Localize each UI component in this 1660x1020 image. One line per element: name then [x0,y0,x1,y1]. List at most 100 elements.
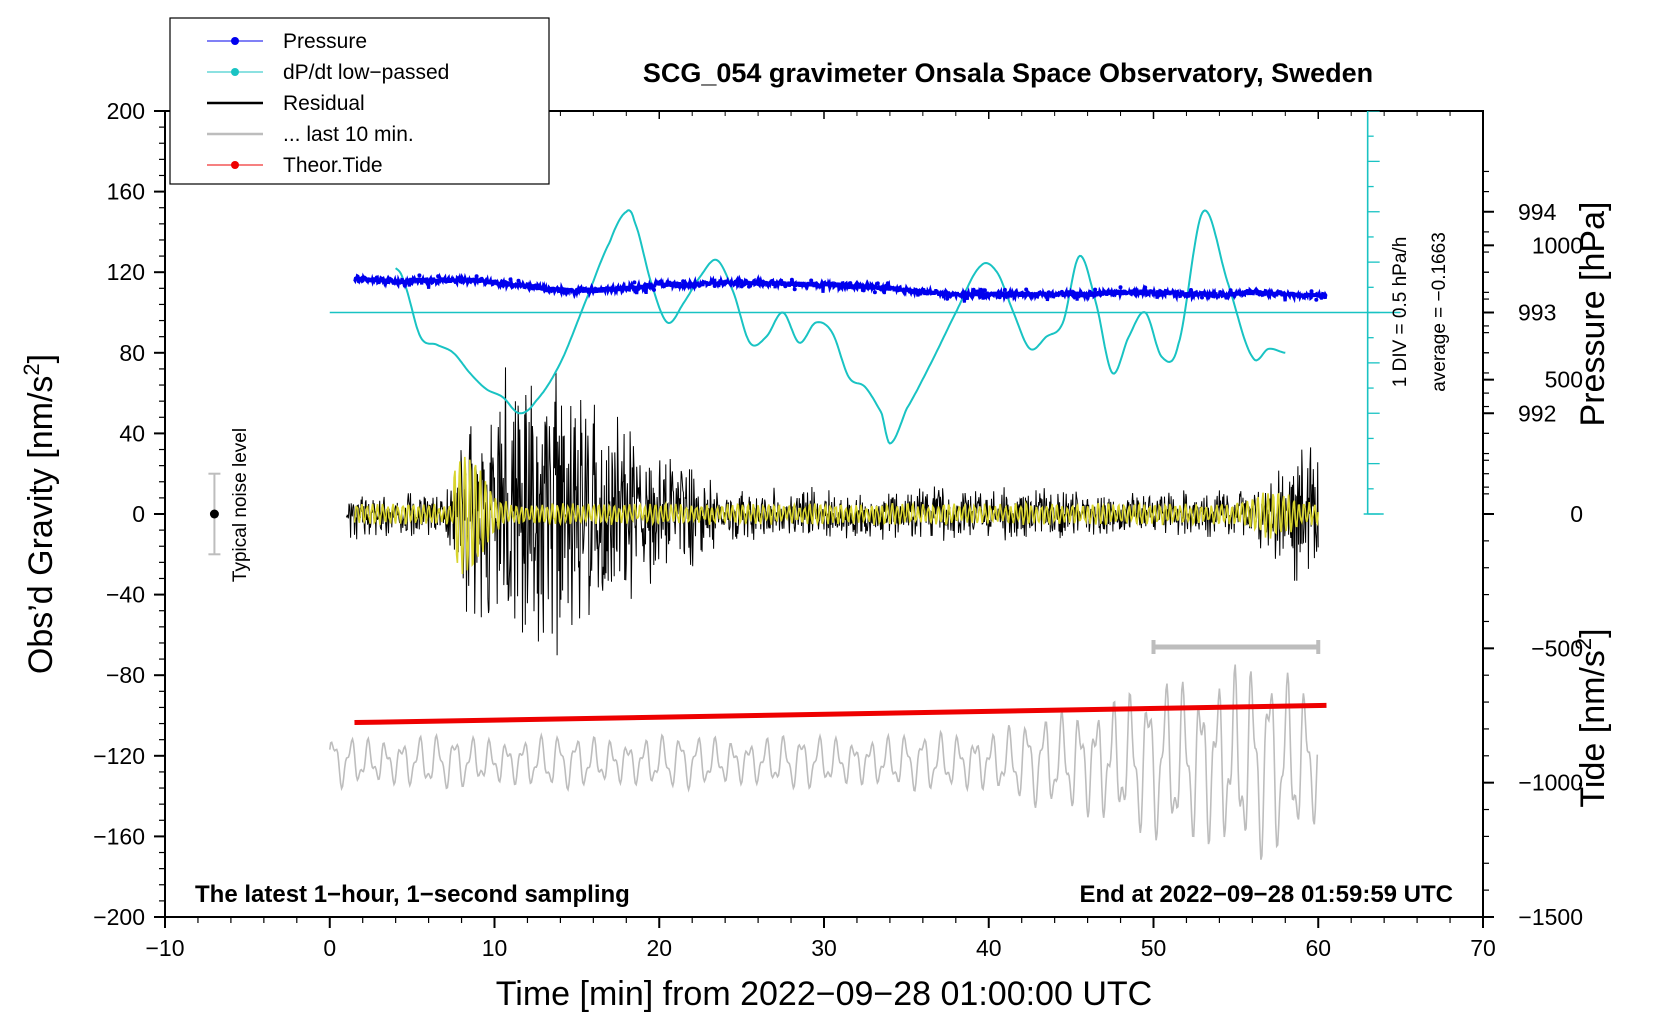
pressure-point [982,295,987,300]
pressure-point [739,284,744,289]
legend-marker [231,68,239,76]
pressure-point [872,290,877,295]
y-axis-title-tide-end: ] [1574,628,1612,637]
y-axis-title-left-end: ] [22,354,60,363]
pressure-point [1122,289,1127,294]
pressure-point [356,279,361,284]
pressure-point [402,283,407,288]
residual-filtered-line [353,456,1319,575]
y-tick-label: 120 [107,259,145,285]
pressure-point [562,290,567,295]
legend-label: dP/dt low−passed [283,61,449,84]
y-axis-title-tide: Tide [nm/s2] [1571,628,1612,807]
pressure-point [1309,289,1314,294]
pressure-tick-label: 992 [1518,400,1556,426]
pressure-point [982,288,987,293]
pressure-point [1245,289,1250,293]
pressure-tick-label: 994 [1518,199,1557,225]
pressure-point [945,296,950,301]
pressure-point [739,279,744,284]
pressure-point [681,279,686,284]
pressure-point [1093,287,1098,292]
ddt-scale-note: 1 DIV = 0.5 hPa/h [1390,237,1411,388]
plot-content [208,111,1401,860]
pressure-point [1024,287,1029,292]
pressure-point [439,278,444,283]
pressure-series [353,272,1328,304]
pressure-point [632,280,637,285]
ddt-average-note: average = −0.1663 [1429,232,1450,392]
pressure-point [1059,289,1064,294]
pressure-point [553,287,558,292]
last10-series-line [329,664,1319,860]
pressure-point [861,288,866,293]
pressure-point [979,287,984,292]
noise-level-dot [209,509,219,519]
pressure-point [809,278,814,283]
y-tick-label: 200 [107,98,145,124]
x-tick-label: 60 [1305,935,1331,961]
tide-tick-label: −1000 [1518,770,1583,796]
y-axis-title-left-main: Obs’d Gravity [nm/s [22,376,60,675]
legend-marker [231,37,239,45]
pressure-point [508,277,513,282]
y-tick-label: 80 [119,340,145,366]
chart-title: SCG_054 gravimeter Onsala Space Observat… [643,58,1373,88]
x-tick-label: −10 [145,935,184,961]
pressure-point [783,284,788,289]
pressure-point [1072,292,1077,297]
tide-series-line [354,702,1327,726]
y-axis-title-tide-main: Tide [nm/s [1574,650,1612,807]
pressure-point [974,289,979,294]
y-tick-label: 160 [107,179,145,205]
legend-label: Theor.Tide [283,154,383,177]
x-tick-label: 50 [1141,935,1167,961]
pressure-point [569,288,574,293]
y-tick-label: 40 [119,420,145,446]
pressure-point [997,295,1002,300]
pressure-point [1101,291,1106,296]
x-tick-label: 30 [811,935,837,961]
x-tick-label: 0 [323,935,336,961]
pressure-point [712,284,717,288]
pressure-point [1158,292,1163,297]
tide-tick-label: 1000 [1532,232,1583,258]
tick-layer: −10 0 10 20 30 40 50 60 70 200 160 120 80 40 0 −40 −80 −1… [93,98,1583,961]
pressure-point [732,282,737,287]
pressure-point [516,278,521,283]
pressure-point [1189,288,1193,292]
y-tick-label: −80 [106,662,145,688]
legend: Pressure dP/dt low−passed Residual ... last… [169,17,550,185]
pressure-point [848,281,853,286]
bottom-left-note: The latest 1−hour, 1−second sampling [195,881,630,908]
pressure-point [820,283,825,288]
pressure-point [692,284,697,289]
x-tick-label: 40 [976,935,1002,961]
tide-tick-label: −1500 [1518,904,1583,930]
pressure-point [921,287,926,292]
pressure-point [1200,295,1204,300]
pressure-point [633,288,638,293]
y-tick-label: −200 [93,904,145,930]
x-tick-label: 20 [646,935,672,961]
series-layer [208,111,1401,860]
pressure-point [883,283,888,288]
pressure-point [417,273,422,278]
pressure-point [474,274,479,279]
pressure-point [1314,297,1319,302]
pressure-point [743,278,748,283]
x-axis-title: Time [min] from 2022−09−28 01:00:00 UTC [496,975,1152,1013]
legend-box [169,17,550,185]
bottom-right-note: End at 2022−09−28 01:59:59 UTC [1079,881,1453,908]
x-tick-label: 70 [1470,935,1496,961]
pressure-point [1206,295,1211,300]
pressure-point [801,281,806,286]
y-axis-title-tide-sup: 2 [1571,638,1596,650]
pressure-point [1068,290,1072,295]
legend-marker [231,161,239,169]
legend-label: ... last 10 min. [283,123,414,146]
pressure-point [747,284,751,289]
pressure-series-line [353,272,1328,304]
pressure-point [1143,285,1148,290]
